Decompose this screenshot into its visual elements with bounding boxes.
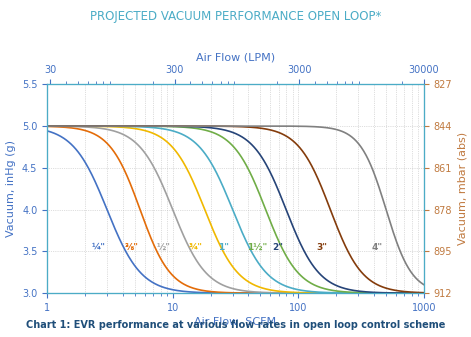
Text: 2": 2" — [272, 243, 283, 252]
Text: Chart 1: EVR performance at various flow rates in open loop control scheme: Chart 1: EVR performance at various flow… — [26, 320, 445, 330]
Y-axis label: Vacuum, mbar (abs): Vacuum, mbar (abs) — [458, 132, 468, 245]
Y-axis label: Vacuum, inHg (g): Vacuum, inHg (g) — [6, 140, 16, 237]
Text: 4": 4" — [372, 243, 383, 252]
Text: 1": 1" — [218, 243, 229, 252]
Text: ¼": ¼" — [91, 243, 105, 252]
Text: 3": 3" — [316, 243, 327, 252]
Text: ⅜": ⅜" — [124, 243, 138, 252]
Text: PROJECTED VACUUM PERFORMANCE OPEN LOOP*: PROJECTED VACUUM PERFORMANCE OPEN LOOP* — [90, 10, 381, 23]
Text: 1½": 1½" — [247, 243, 267, 252]
X-axis label: Air Flow, SCFM: Air Flow, SCFM — [195, 317, 276, 327]
Text: ¾": ¾" — [189, 243, 203, 252]
Text: ½": ½" — [157, 243, 171, 252]
X-axis label: Air Flow (LPM): Air Flow (LPM) — [196, 52, 275, 62]
